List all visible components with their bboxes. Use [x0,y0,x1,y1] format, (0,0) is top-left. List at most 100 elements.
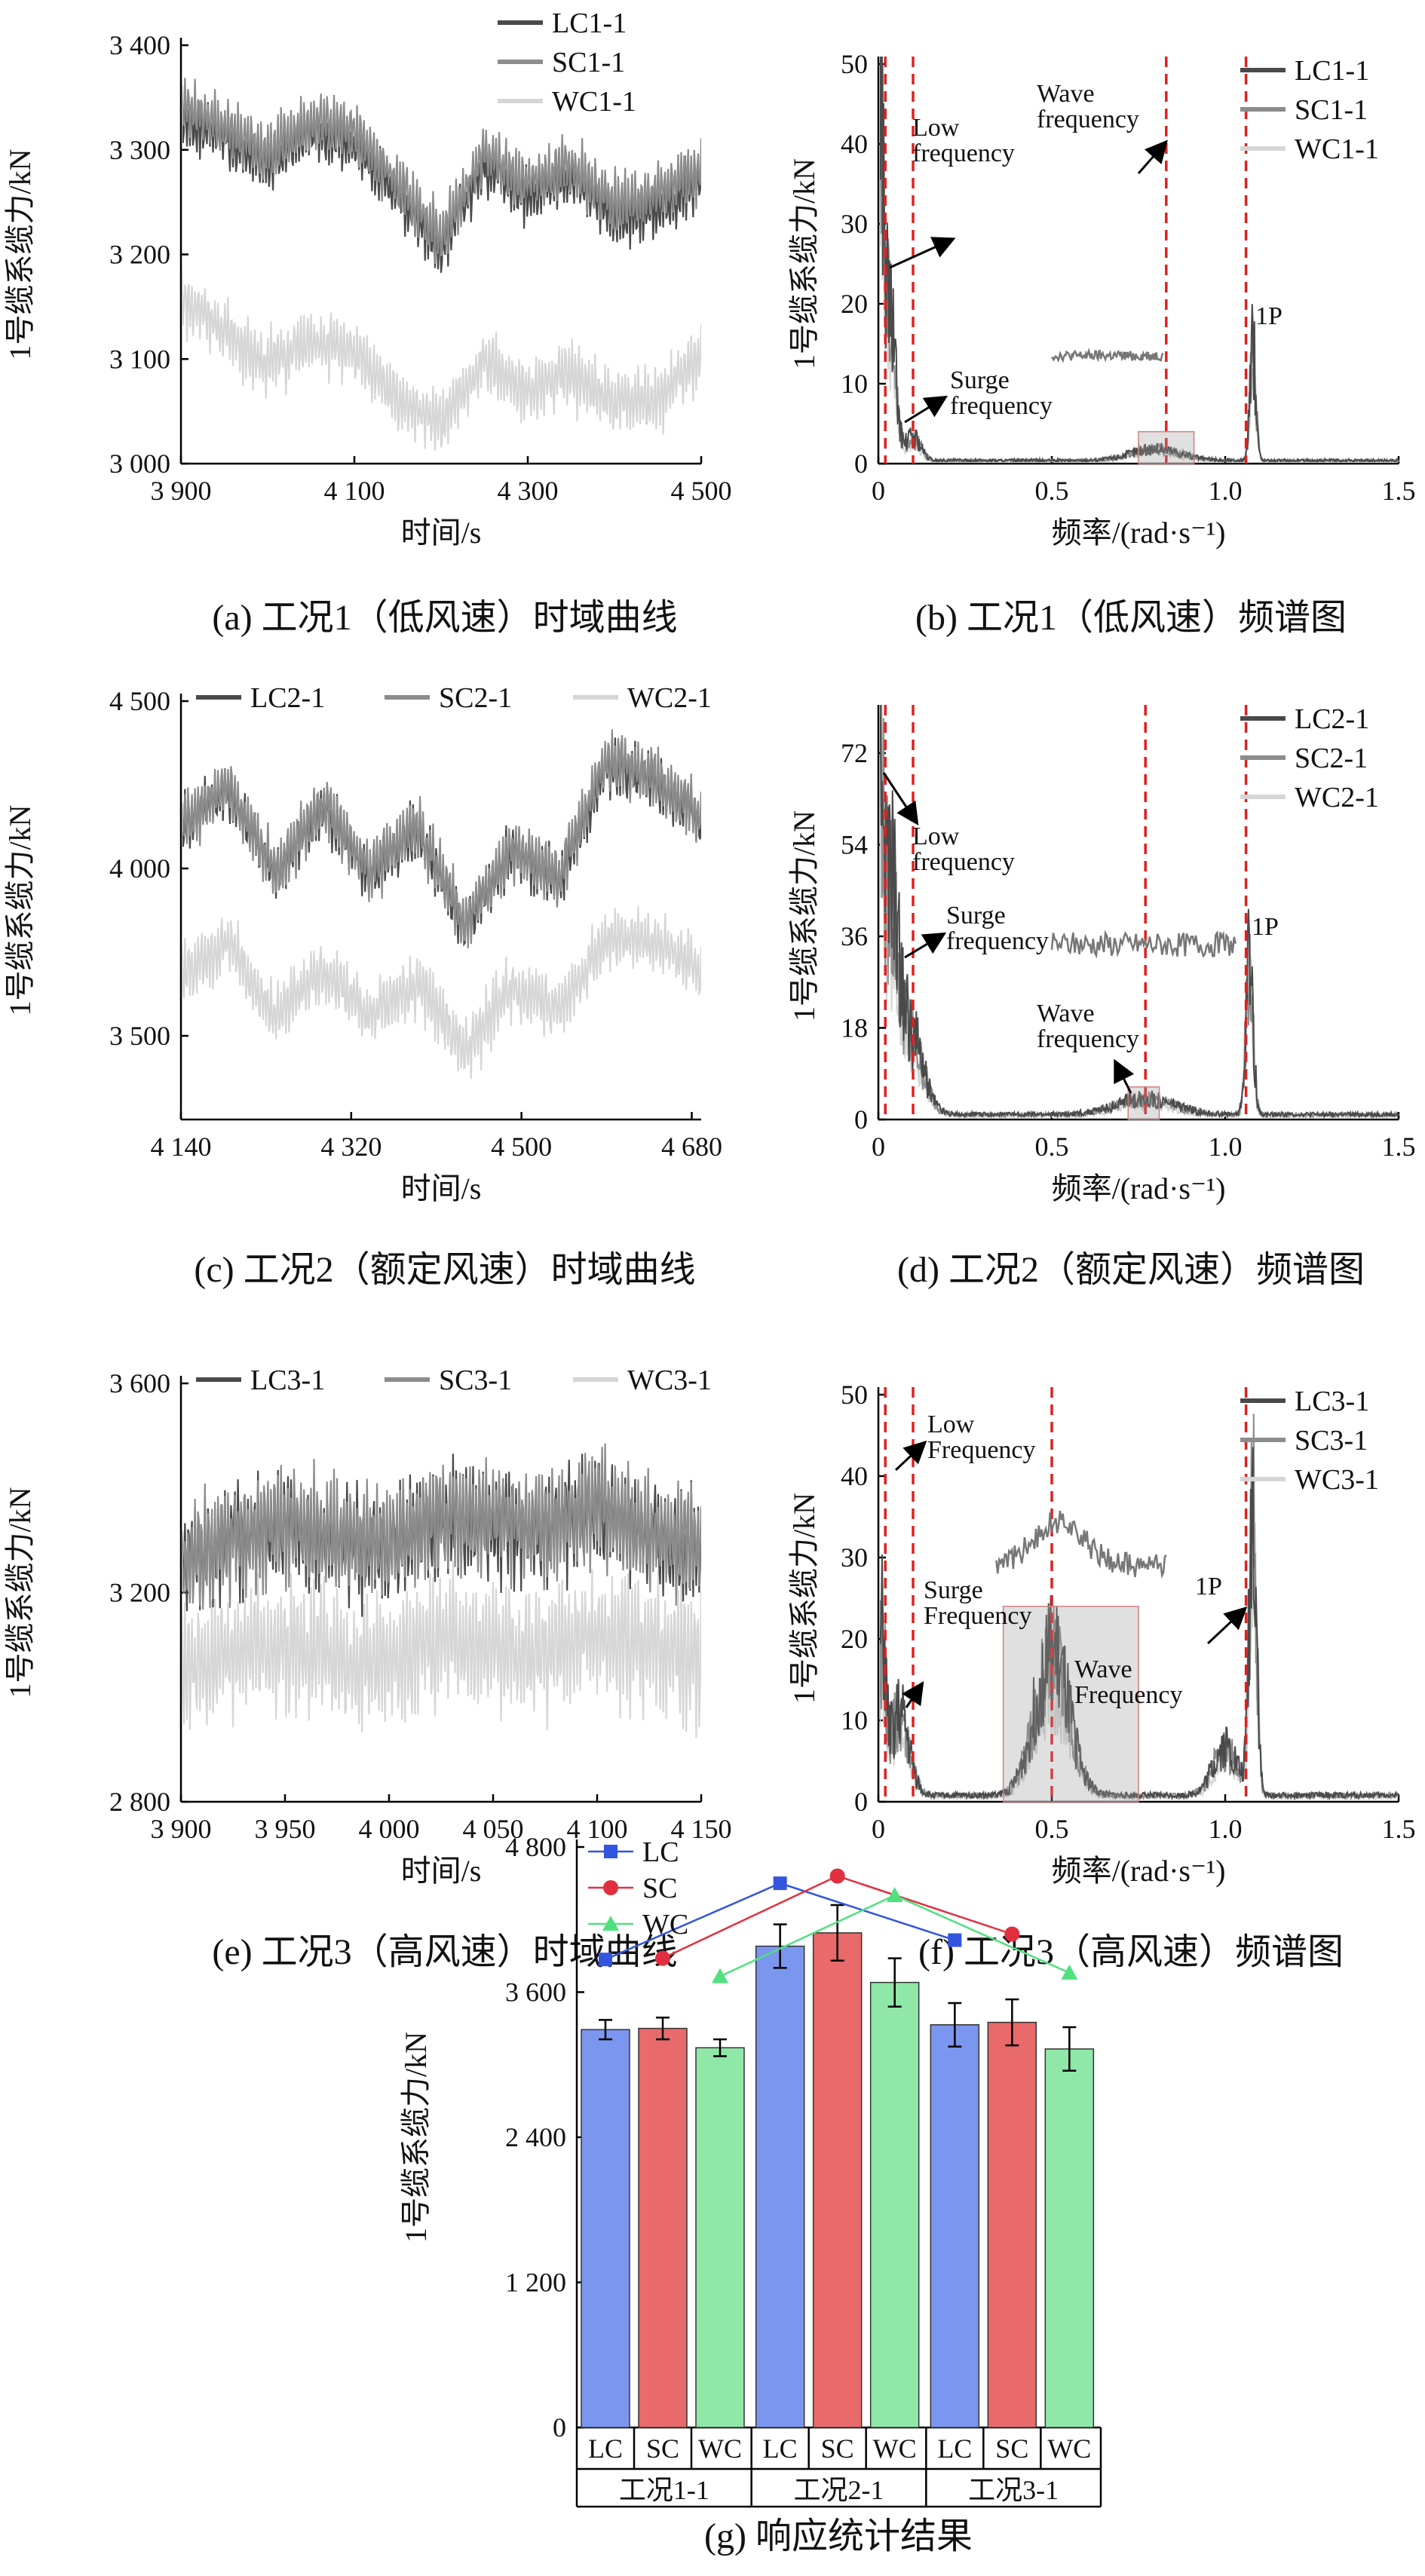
caption-b: (b) 工况1（低风速）频谱图 [915,598,1347,638]
y-tick-label: 2 800 [109,1787,170,1817]
y-tick-label: 3 000 [109,449,170,479]
y-tick-label: 3 600 [505,1977,566,2008]
annotation-line2: frequency [1037,106,1139,133]
bar-WC-0 [695,2047,745,2428]
chart-f: 0 10 20 30 40 50 0 0.5 1.0 1.5 频率/(rad·s⁻¹) 1号缆系缆力/… [787,1380,1416,1888]
chart-d: 0 18 36 54 72 0 0.5 1.0 1.5 频率/(rad·s⁻¹) 1号缆系缆力/kN… [787,703,1416,1205]
y-tick-label: 3 600 [109,1368,170,1398]
y-axis-label: 1号缆系缆力/kN [3,805,37,1016]
x-tick-label: 0 [872,1814,885,1844]
x-axis-label: 时间/s [401,1854,482,1888]
annotation-arrow [904,395,948,424]
x-tick-label: 4 680 [661,1132,722,1162]
y-tick-label: 3 100 [109,344,170,374]
series-line-WC [182,1561,701,1738]
bar-SC-0 [638,2027,688,2428]
legend-label-SC: SC1-1 [552,47,625,78]
legend-label-WC: WC3-1 [1295,1464,1379,1496]
max-marker-WC [712,1968,728,1983]
category-label: LC [937,2434,972,2464]
annotation-arrow [902,1681,924,1708]
x-tick-label: 3 900 [151,1814,212,1844]
x-tick-label: 4 000 [359,1814,420,1844]
x-axis-label: 时间/s [401,1172,482,1205]
annotation-line2: Frequency [924,1602,1032,1630]
annotation-arrow [889,237,956,269]
group-label: 工况2-1 [794,2475,884,2505]
legend-label-LC: LC1-1 [1295,55,1369,87]
bar-LC-1 [755,1945,805,2428]
caption-c: (c) 工况2（额定风速）时域曲线 [194,1250,695,1290]
y-tick-label: 10 [841,369,868,399]
y-tick-label: 20 [841,1624,868,1654]
category-label: SC [646,2434,679,2464]
x-tick-label: 4 100 [324,476,385,506]
annotation-line2: frequency [1037,1025,1139,1053]
legend-marker-WC [602,1916,619,1931]
zoom-region [1138,430,1195,464]
y-tick-label: 18 [841,1013,868,1043]
annotation-line2: frequency [950,392,1053,420]
y-tick-label: 36 [841,921,868,951]
x-tick-label: 0.5 [1035,1132,1069,1162]
x-tick-label: 1.0 [1209,1132,1243,1162]
y-axis-label: 1号缆系缆力/kN [3,1487,37,1698]
annotation-arrow [894,1440,927,1472]
y-tick-label: 50 [841,1380,868,1410]
max-marker-SC [655,1950,670,1966]
annotation-arrow [1206,1606,1248,1645]
y-tick-label: 3 300 [109,135,170,165]
max-marker-LC [948,1933,962,1947]
series-line-SC [182,78,701,265]
legend-label-LC: LC3-1 [1295,1386,1369,1417]
y-tick-label: 3 200 [109,1578,170,1608]
x-axis-label: 频率/(rad·s⁻¹) [1052,1172,1226,1205]
category-label: LC [763,2434,798,2464]
zoom-inset-curve [995,1510,1167,1579]
max-marker-LC [773,1876,787,1891]
y-tick-label: 0 [854,1787,868,1817]
annotation-arrow [1114,1058,1135,1094]
y-axis-label: 1号缆系缆力/kN [787,158,821,369]
y-tick-label: 50 [841,49,868,79]
x-tick-label: 4 500 [491,1132,552,1162]
legend-marker-LC [604,1845,618,1858]
annotation-line2: frequency [946,927,1049,955]
category-label: SC [821,2434,854,2464]
x-tick-label: 4 150 [671,1814,732,1844]
y-tick-label: 40 [841,1461,868,1491]
y-tick-label: 3 500 [109,1021,170,1051]
legend-label-SC: SC [642,1873,677,1904]
max-marker-WC [1061,1964,1078,1980]
category-label: WC [698,2434,742,2464]
chart-b: 0 10 20 30 40 50 0 0.5 1.0 1.5 频率/(rad·s⁻¹) 1号缆系缆力/… [787,49,1416,550]
y-axis-label: 1号缆系缆力/kN [3,149,37,360]
category-label: SC [995,2434,1028,2464]
bar-LC-0 [581,2029,630,2428]
series-line-WC [182,271,701,451]
bar-SC-1 [812,1932,863,2428]
annotation-line1: Low [912,822,960,850]
max-marker-LC [599,1953,612,1967]
legend-label-LC: LC3-1 [250,1365,325,1396]
x-axis-label: 频率/(rad·s⁻¹) [1052,516,1226,550]
y-axis-label: 1号缆系缆力/kN [787,810,821,1022]
y-tick-label: 30 [841,1542,868,1573]
y-tick-label: 2 400 [505,2122,566,2152]
annotation-line1: Surge [924,1576,983,1604]
y-tick-label: 4 800 [505,1832,566,1862]
category-label: LC [588,2434,623,2464]
annotation-arrow [904,932,947,959]
caption-f: (f) 工况3（高风速）频谱图 [918,1932,1344,1972]
chart-g: 0 1 200 2 400 3 600 4 800 1号缆系缆力/kN LC SC WC 工况1-… [399,1832,1102,2508]
chart-c: 3 500 4 000 4 500 4 140 4 320 4 500 4 680 时间/s 1… [3,682,722,1205]
legend-label-LC: LC [642,1836,679,1868]
annotation-line1: 1P [1252,913,1279,941]
category-label: WC [1047,2434,1091,2464]
annotation-arrow [1137,139,1168,174]
y-tick-label: 4 500 [109,686,170,716]
x-tick-label: 1.5 [1382,476,1416,506]
annotation-line1: Wave [1037,80,1095,108]
series-line-SC [182,1443,701,1610]
annotation-line1: Surge [950,366,1010,394]
